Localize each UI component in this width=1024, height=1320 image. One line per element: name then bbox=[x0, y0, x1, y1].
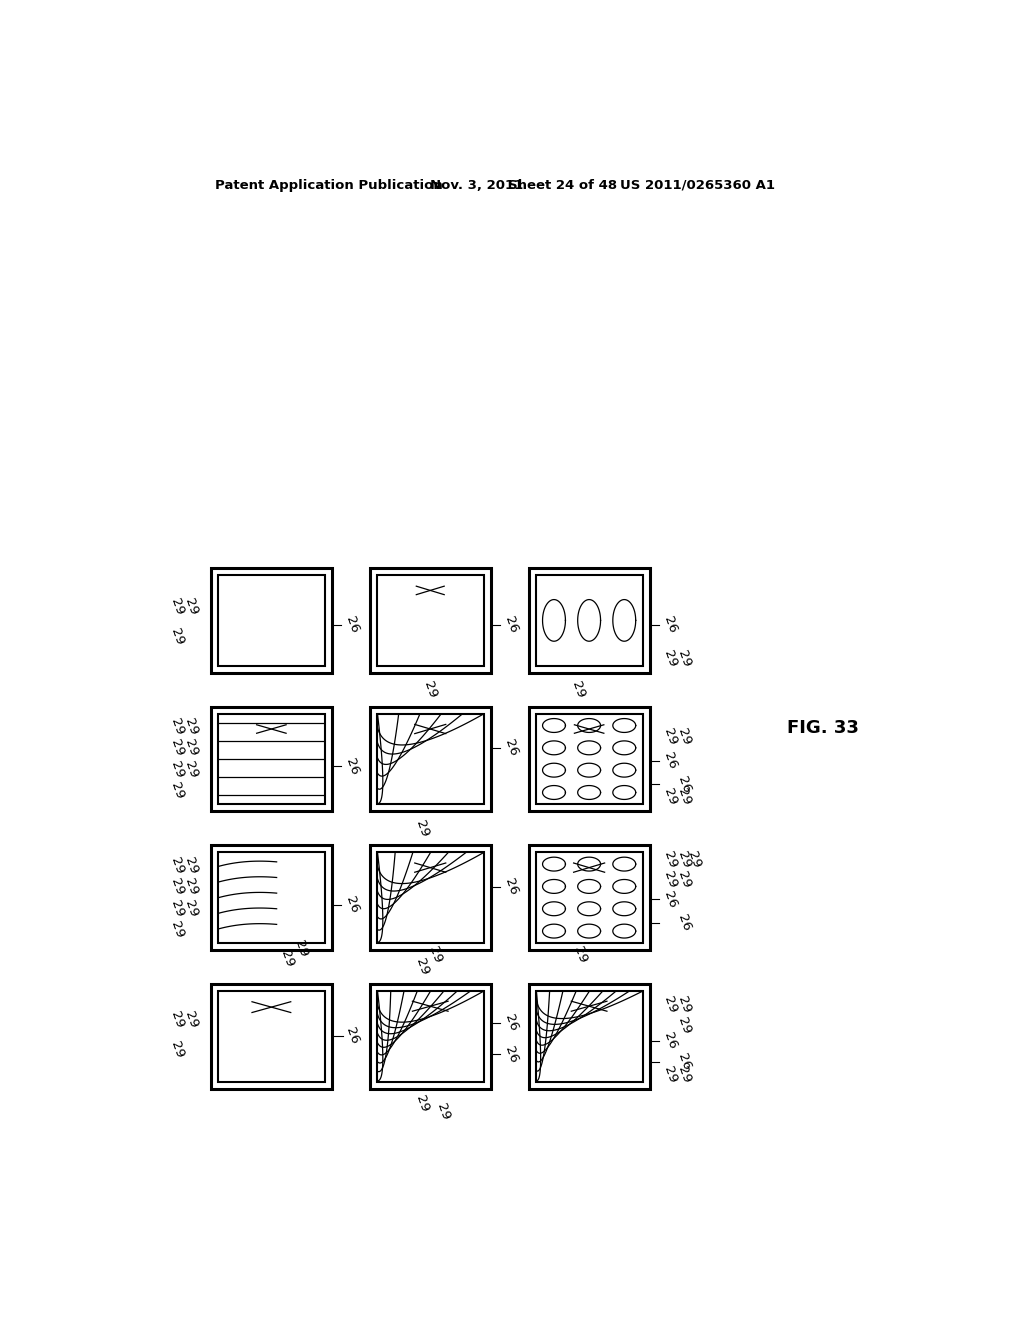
Text: 29: 29 bbox=[660, 849, 679, 870]
Bar bbox=[528, 568, 649, 673]
Text: 29: 29 bbox=[660, 787, 679, 808]
Bar bbox=[218, 576, 325, 665]
Bar bbox=[218, 853, 325, 942]
Text: 29: 29 bbox=[182, 717, 200, 738]
Text: 29: 29 bbox=[182, 1010, 200, 1030]
Text: 29: 29 bbox=[182, 760, 200, 780]
Text: 29: 29 bbox=[168, 738, 185, 758]
Bar bbox=[377, 991, 483, 1081]
Bar bbox=[528, 845, 649, 950]
Text: 29: 29 bbox=[168, 717, 185, 738]
Text: 29: 29 bbox=[168, 855, 185, 876]
Text: 29: 29 bbox=[168, 876, 185, 896]
Text: 29: 29 bbox=[168, 760, 185, 780]
Text: 29: 29 bbox=[182, 855, 200, 876]
Text: 26: 26 bbox=[502, 1012, 520, 1032]
Text: 29: 29 bbox=[660, 726, 679, 746]
Text: 26: 26 bbox=[660, 890, 679, 909]
Text: 29: 29 bbox=[685, 849, 703, 870]
Text: 26: 26 bbox=[502, 615, 520, 635]
Text: US 2011/0265360 A1: US 2011/0265360 A1 bbox=[621, 178, 775, 191]
Text: 26: 26 bbox=[502, 1044, 520, 1064]
Text: 29: 29 bbox=[675, 648, 692, 669]
Text: 29: 29 bbox=[675, 849, 692, 870]
Text: 26: 26 bbox=[502, 738, 520, 758]
Bar bbox=[211, 983, 332, 1089]
Text: 29: 29 bbox=[571, 944, 590, 965]
Text: 29: 29 bbox=[660, 1064, 679, 1085]
Text: 29: 29 bbox=[675, 1064, 692, 1085]
Text: 29: 29 bbox=[182, 597, 200, 616]
Bar bbox=[536, 714, 643, 804]
Text: Patent Application Publication: Patent Application Publication bbox=[215, 178, 442, 191]
Text: 29: 29 bbox=[279, 949, 296, 969]
Bar bbox=[536, 576, 643, 665]
Text: Sheet 24 of 48: Sheet 24 of 48 bbox=[508, 178, 616, 191]
Text: 26: 26 bbox=[502, 876, 520, 896]
Bar bbox=[211, 568, 332, 673]
Bar bbox=[536, 991, 643, 1081]
Bar bbox=[377, 714, 483, 804]
Text: 29: 29 bbox=[413, 1094, 431, 1114]
Text: 29: 29 bbox=[413, 957, 431, 977]
Text: 26: 26 bbox=[660, 751, 679, 771]
Bar bbox=[536, 853, 643, 942]
Text: 29: 29 bbox=[413, 818, 431, 838]
Text: 29: 29 bbox=[660, 870, 679, 890]
Text: 29: 29 bbox=[292, 939, 310, 960]
Text: 29: 29 bbox=[168, 919, 185, 940]
Text: 29: 29 bbox=[675, 787, 692, 808]
Text: 26: 26 bbox=[343, 1026, 361, 1047]
Text: 29: 29 bbox=[660, 648, 679, 669]
Bar bbox=[218, 991, 325, 1081]
Text: 26: 26 bbox=[675, 1052, 692, 1072]
Text: FIG. 33: FIG. 33 bbox=[786, 719, 859, 737]
Text: 29: 29 bbox=[168, 780, 185, 801]
Text: 29: 29 bbox=[168, 627, 185, 647]
Bar bbox=[370, 983, 490, 1089]
Bar bbox=[377, 576, 483, 665]
Text: Nov. 3, 2011: Nov. 3, 2011 bbox=[430, 178, 523, 191]
Text: 26: 26 bbox=[675, 913, 692, 933]
Text: 29: 29 bbox=[434, 1101, 452, 1122]
Bar bbox=[528, 706, 649, 812]
Bar bbox=[211, 706, 332, 812]
Text: 26: 26 bbox=[343, 756, 361, 776]
Bar bbox=[211, 845, 332, 950]
Text: 29: 29 bbox=[427, 944, 444, 965]
Text: 29: 29 bbox=[168, 899, 185, 919]
Text: 29: 29 bbox=[421, 680, 439, 700]
Bar bbox=[370, 845, 490, 950]
Bar bbox=[218, 714, 325, 804]
Text: 29: 29 bbox=[569, 680, 588, 700]
Text: 29: 29 bbox=[675, 994, 692, 1015]
Bar bbox=[370, 706, 490, 812]
Bar bbox=[370, 568, 490, 673]
Text: 29: 29 bbox=[675, 1015, 692, 1035]
Text: 29: 29 bbox=[168, 597, 185, 616]
Bar bbox=[528, 983, 649, 1089]
Text: 26: 26 bbox=[660, 615, 679, 635]
Text: 26: 26 bbox=[675, 775, 692, 795]
Text: 29: 29 bbox=[675, 870, 692, 890]
Text: 29: 29 bbox=[168, 1010, 185, 1030]
Text: 29: 29 bbox=[168, 1040, 185, 1060]
Text: 29: 29 bbox=[182, 876, 200, 896]
Text: 29: 29 bbox=[660, 994, 679, 1015]
Text: 26: 26 bbox=[660, 1031, 679, 1051]
Text: 29: 29 bbox=[675, 726, 692, 746]
Bar bbox=[377, 853, 483, 942]
Text: 29: 29 bbox=[182, 738, 200, 758]
Text: 26: 26 bbox=[343, 895, 361, 915]
Text: 29: 29 bbox=[182, 899, 200, 919]
Text: 26: 26 bbox=[343, 615, 361, 635]
